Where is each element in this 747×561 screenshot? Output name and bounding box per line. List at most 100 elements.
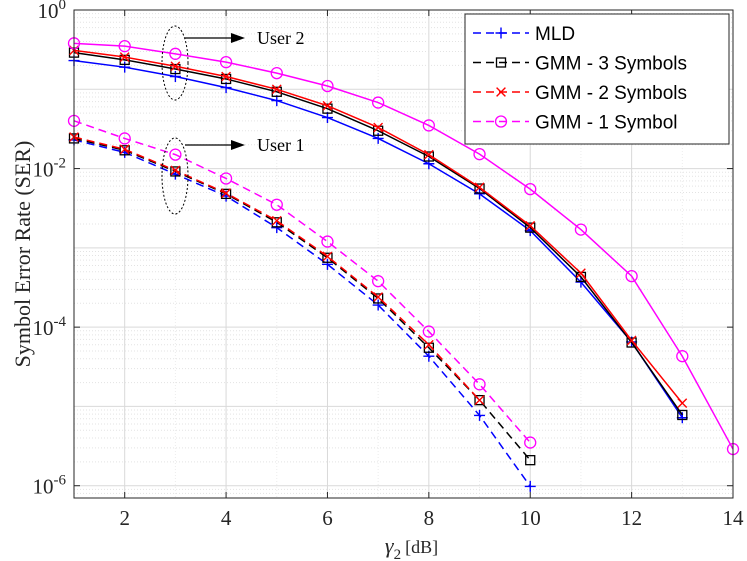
series-user1-gmm-3-symbols <box>68 133 536 466</box>
data-point <box>119 144 130 155</box>
y-tick-exponent: -6 <box>54 473 67 489</box>
user1-arrowhead <box>231 140 245 150</box>
data-point <box>220 73 232 85</box>
data-point <box>119 145 130 156</box>
y-tick-exponent: 0 <box>59 0 67 13</box>
data-point <box>525 222 536 233</box>
data-point <box>525 455 536 466</box>
x-axis-subscript: 2 <box>394 547 402 561</box>
series-line <box>73 51 683 416</box>
legend-label: GMM - 3 Symbols <box>535 54 687 75</box>
data-point <box>373 292 384 302</box>
data-point <box>423 149 434 160</box>
x-axis-symbol: γ <box>385 533 395 558</box>
data-point <box>321 258 333 270</box>
data-point <box>474 183 485 194</box>
user1-label: User 1 <box>257 135 305 155</box>
data-point <box>574 223 588 236</box>
data-point <box>271 222 283 234</box>
data-point <box>322 100 333 111</box>
plot-frame <box>73 9 734 499</box>
data-point <box>169 47 182 60</box>
data-point <box>271 215 282 226</box>
data-point <box>525 220 536 231</box>
data-point <box>473 148 486 161</box>
data-point <box>676 350 689 363</box>
data-point <box>119 54 130 66</box>
annotations: User 2 User 1 <box>161 25 305 215</box>
data-point <box>423 342 434 353</box>
data-point <box>322 252 333 263</box>
data-point <box>372 96 385 109</box>
y-tick-exponent: -2 <box>54 156 67 172</box>
series-user1-mld <box>68 134 536 492</box>
data-point <box>170 61 181 72</box>
legend-entry: GMM - 1 Symbol <box>473 113 678 134</box>
series-line <box>73 42 734 450</box>
data-point <box>677 409 688 421</box>
data-point <box>474 182 485 193</box>
x-tick-label: 4 <box>221 506 232 530</box>
legend-marker <box>496 87 506 97</box>
x-tick-label: 14 <box>723 506 745 530</box>
data-point <box>271 84 282 95</box>
x-axis-unit: [dB] <box>405 537 438 557</box>
data-point <box>119 61 131 73</box>
data-point <box>169 148 182 161</box>
data-point <box>170 166 181 177</box>
data-point <box>422 325 435 338</box>
plot-curves <box>67 37 740 492</box>
data-point <box>119 52 130 62</box>
user2-arrowhead <box>231 33 245 43</box>
legend-label: MLD <box>535 24 575 45</box>
data-point <box>270 198 283 211</box>
legend-label: GMM - 1 Symbol <box>535 113 678 134</box>
data-point <box>677 398 688 409</box>
legend-marker <box>495 57 507 68</box>
data-point <box>422 119 435 132</box>
data-point <box>321 235 334 248</box>
data-point <box>221 188 231 199</box>
data-point <box>625 269 638 283</box>
data-point <box>474 409 486 421</box>
data-point <box>118 39 131 53</box>
data-point <box>170 63 181 75</box>
data-point <box>524 183 537 196</box>
series-line <box>73 137 531 461</box>
data-point <box>271 217 282 228</box>
data-point <box>270 66 283 80</box>
data-point <box>219 55 233 69</box>
data-point <box>474 395 485 406</box>
x-tick-label: 8 <box>424 506 435 530</box>
legend-entry: GMM - 3 Symbols <box>473 54 687 75</box>
data-point <box>322 251 333 262</box>
data-point <box>220 188 232 199</box>
user1-ellipse <box>161 137 189 215</box>
data-point <box>321 79 334 93</box>
x-tick-label: 10 <box>520 506 541 530</box>
series-user1-gmm-1-symbol <box>67 114 537 449</box>
legend-box <box>464 13 730 145</box>
y-axis-title: Symbol Error Rate (SER) <box>10 141 35 368</box>
series-line <box>73 139 531 487</box>
data-point <box>524 480 536 492</box>
data-point <box>372 299 384 311</box>
legend: MLD GMM - 3 Symbols GMM - 2 Symbols GMM - 1… <box>464 13 730 145</box>
data-point <box>321 112 333 124</box>
data-point <box>373 125 384 136</box>
data-point <box>626 337 637 348</box>
data-point <box>169 70 181 82</box>
series-line <box>73 120 531 444</box>
y-tick-label: 10-4 <box>33 314 67 340</box>
data-point <box>373 293 384 304</box>
data-point <box>170 165 181 176</box>
x-tick-label: 2 <box>119 506 130 530</box>
legend-marker <box>495 27 507 39</box>
x-tick-labels: 2 4 6 8 10 12 14 <box>119 10 744 530</box>
data-point <box>626 335 637 346</box>
x-axis-title: γ2 [dB] <box>385 533 438 561</box>
user2-label: User 2 <box>257 28 305 48</box>
data-point <box>118 132 131 145</box>
data-point <box>423 158 435 170</box>
